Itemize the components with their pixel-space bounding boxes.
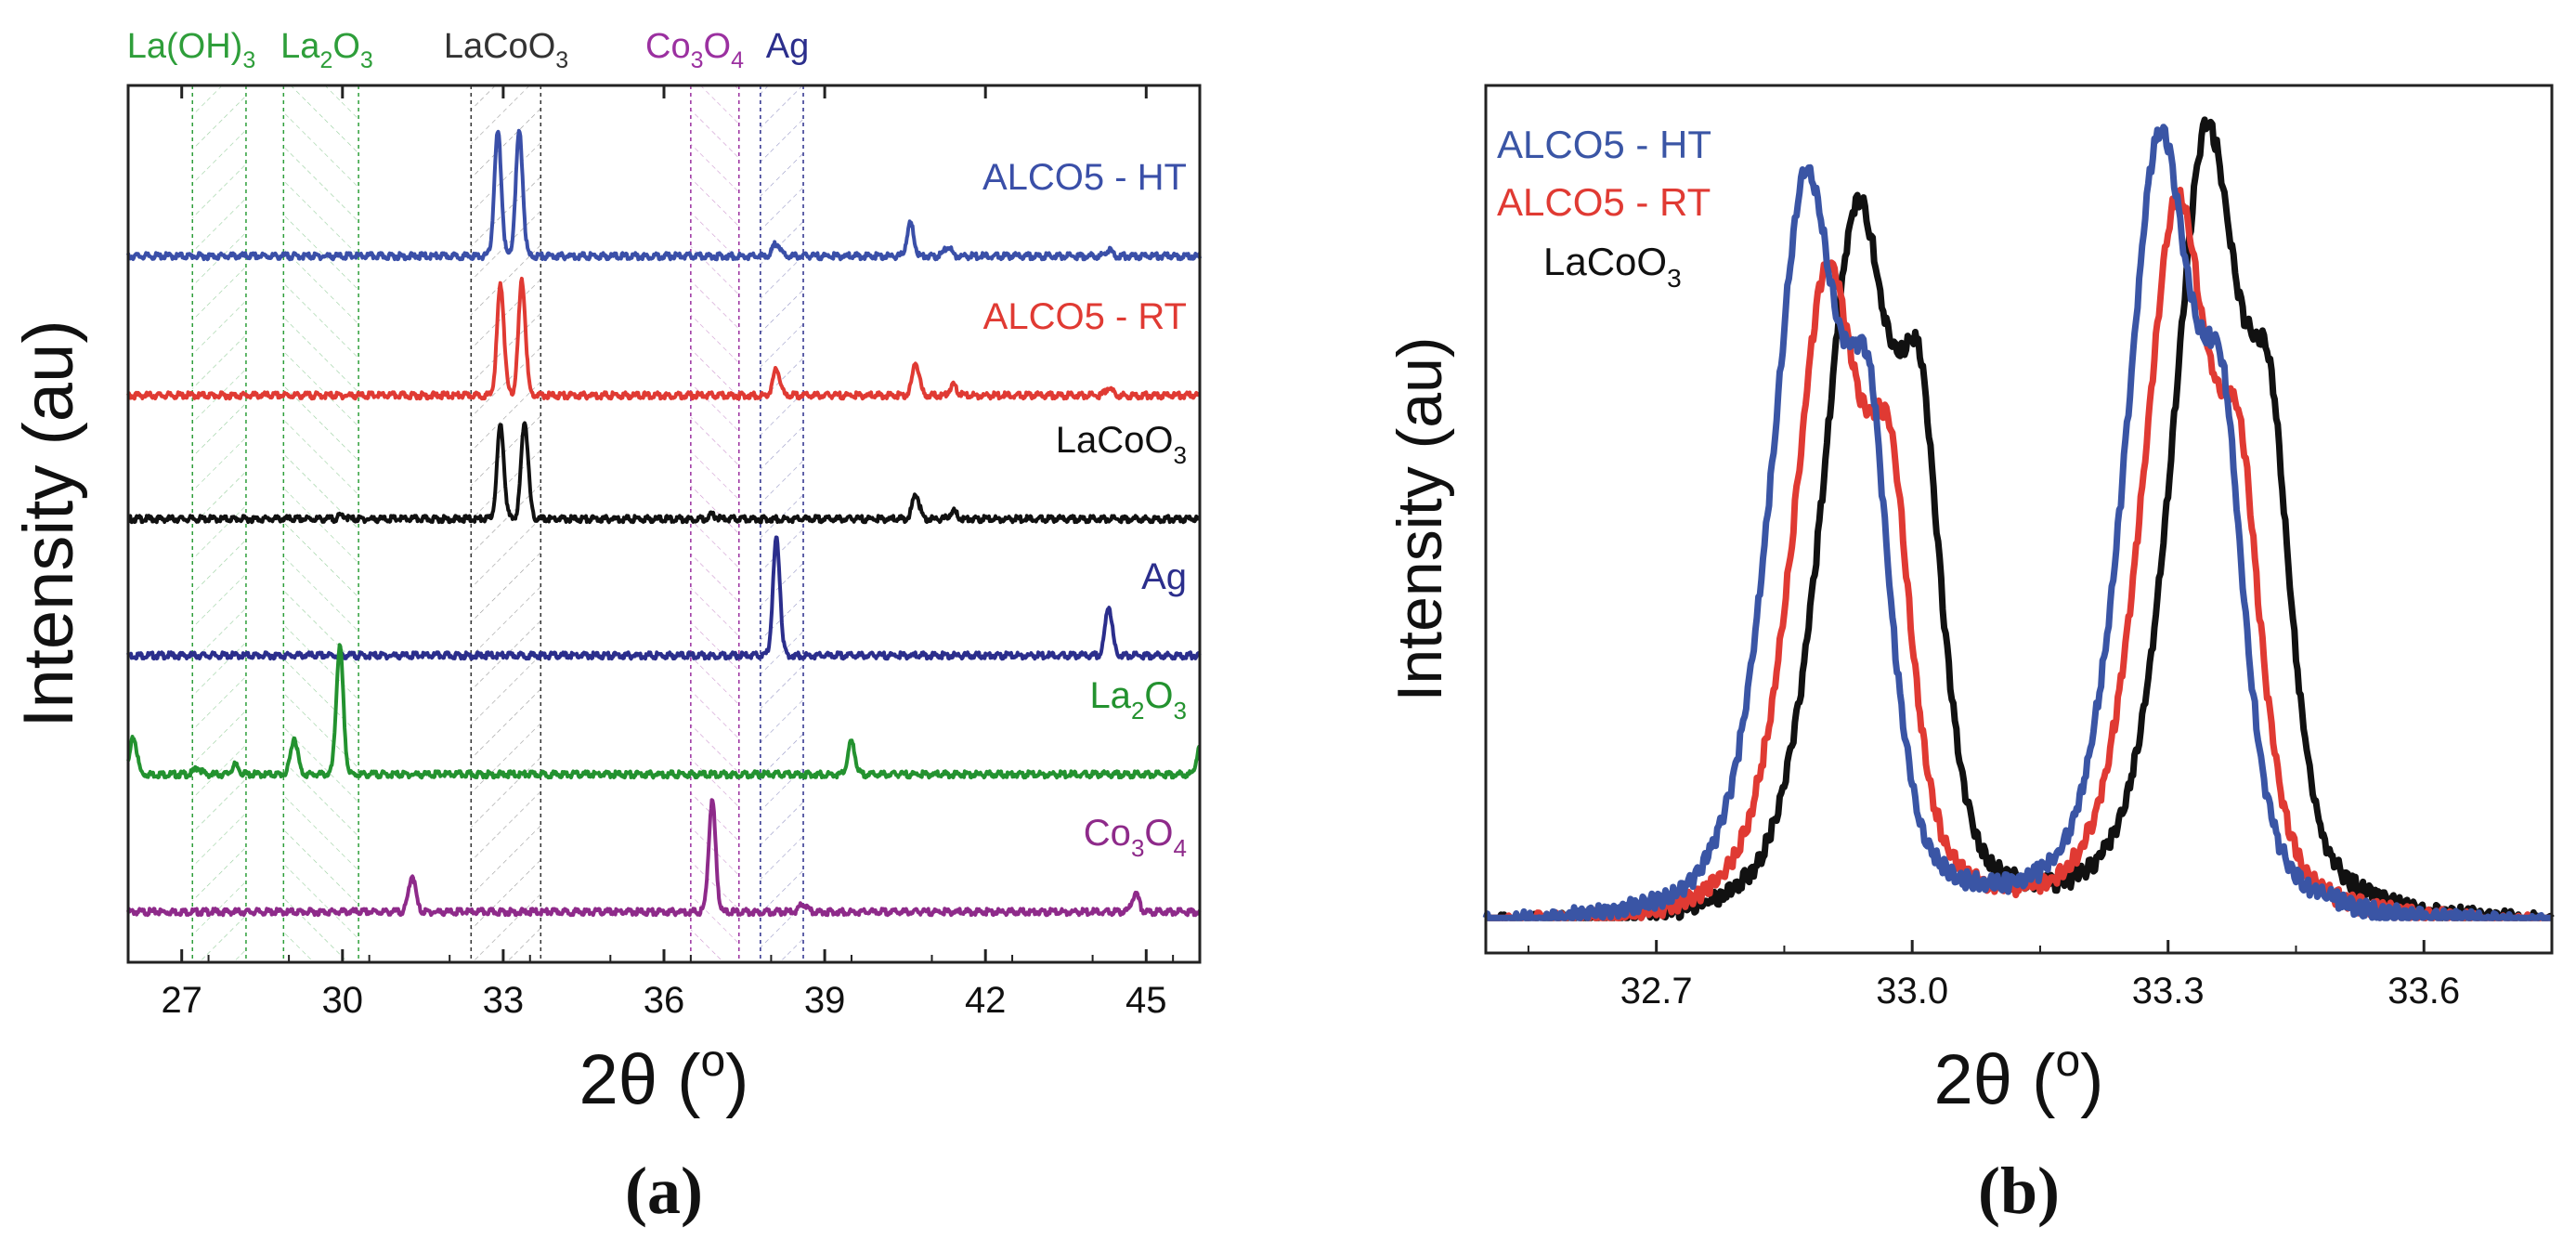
- tick-label-a: 36: [644, 980, 685, 1021]
- trace-alco5-ht: [126, 128, 1202, 262]
- panel-a: ALCO5 - HT ALCO5 - RT LaCoO3 Ag La2O3 Co3O4 L…: [9, 27, 1202, 1228]
- x-axis-label-b: 2θ (o): [1934, 1037, 2104, 1119]
- series-label-alco5-rt: ALCO5 - RT: [983, 296, 1187, 337]
- y-axis-label-b: Intensity (au): [1385, 336, 1455, 701]
- tick-label-a: 27: [161, 980, 202, 1021]
- band-label-co3o4: Co3O4: [645, 27, 744, 73]
- series-label-co3o4: Co3O4: [1084, 813, 1187, 862]
- x-axis-label-a: 2θ (o): [579, 1037, 749, 1119]
- zoom-traces: [1482, 116, 2555, 921]
- zoom-trace-alco5-rt: [1483, 187, 2554, 921]
- band-label-la2o3: La2O3: [280, 27, 373, 73]
- tick-label-b: 33.3: [2132, 971, 2205, 1012]
- x-axis-ticks-b: 32.7 33.0 33.3 33.6: [1527, 940, 2553, 1012]
- x-axis-ticks-a: 27 30 33 36 39 42 45: [127, 85, 1175, 1021]
- trace-lacoo3: [126, 421, 1202, 525]
- plot-frame-b: [1484, 84, 2554, 955]
- pattern-traces: [126, 128, 1202, 918]
- trace-la2o3: [126, 643, 1202, 780]
- trace-ag: [126, 535, 1202, 661]
- band-label-ag: Ag: [766, 27, 809, 66]
- panel-caption-a: (a): [625, 1154, 703, 1228]
- series-labels: ALCO5 - HT ALCO5 - RT LaCoO3 Ag La2O3 Co3O4: [982, 157, 1187, 862]
- legend-entry-alco5-ht: ALCO5 - HT: [1497, 123, 1711, 166]
- band-la2o3: [283, 85, 359, 962]
- series-label-alco5-ht: ALCO5 - HT: [982, 157, 1187, 198]
- reference-bands: [191, 85, 804, 962]
- series-label-lacoo3: LaCoO3: [1056, 420, 1187, 469]
- tick-label-a: 33: [483, 980, 525, 1021]
- tick-label-b: 32.7: [1620, 971, 1693, 1012]
- zoom-trace-alco5-ht: [1482, 124, 2554, 921]
- tick-label-b: 33.0: [1876, 971, 1948, 1012]
- band-lacoo3: [471, 85, 541, 962]
- tick-label-a: 42: [965, 980, 1007, 1021]
- panel-caption-b: (b): [1978, 1154, 2060, 1228]
- legend-b: ALCO5 - HT ALCO5 - RT LaCoO3: [1497, 123, 1711, 293]
- legend-entry-alco5-rt: ALCO5 - RT: [1497, 180, 1711, 224]
- band-la-oh-3: [192, 85, 246, 962]
- band-ag: [760, 85, 804, 962]
- series-label-ag: Ag: [1141, 556, 1187, 597]
- tick-label-b: 33.6: [2387, 971, 2460, 1012]
- series-label-la2o3: La2O3: [1089, 675, 1187, 724]
- legend-entry-lacoo3: LaCoO3: [1543, 240, 1682, 293]
- y-axis-label-a: Intensity (au): [9, 320, 88, 727]
- tick-label-a: 30: [322, 980, 364, 1021]
- tick-label-a: 45: [1125, 980, 1167, 1021]
- band-label-la-oh-3: La(OH)3: [127, 27, 255, 73]
- tick-label-a: 39: [804, 980, 846, 1021]
- trace-alco5-rt: [126, 276, 1202, 401]
- reference-band-labels: La(OH)3 La2O3 LaCoO3 Co3O4 Ag: [127, 27, 809, 73]
- trace-co3o4: [126, 798, 1202, 918]
- band-label-lacoo3: LaCoO3: [444, 27, 568, 73]
